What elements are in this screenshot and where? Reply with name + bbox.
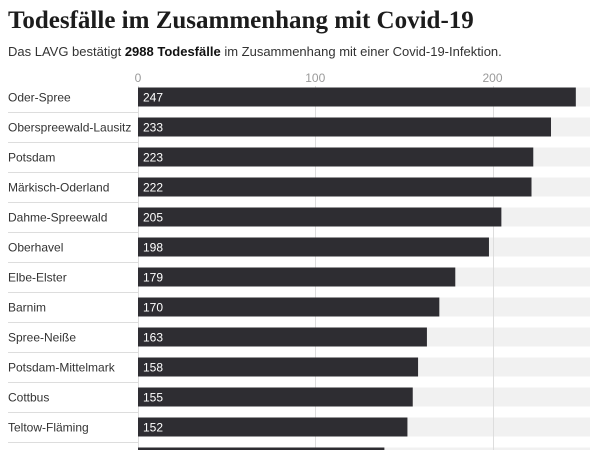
bar-13: [138, 447, 385, 450]
bar-6: [138, 237, 489, 257]
bar-4: [138, 177, 532, 197]
bar-2: [138, 117, 552, 137]
category-label-10: Potsdam-Mittelmark: [8, 360, 116, 374]
chart-subtitle: Das LAVG bestätigt 2988 Todesfälle im Zu…: [8, 44, 502, 60]
value-label-7: 179: [143, 270, 163, 284]
dividers-layer: [8, 112, 138, 443]
bar-11: [138, 387, 413, 407]
category-label-5: Dahme-Spreewald: [8, 210, 107, 224]
chart-title: Todesfälle im Zusammenhang mit Covid-19: [8, 7, 474, 34]
value-label-1: 247: [143, 90, 163, 104]
value-label-12: 152: [143, 420, 163, 434]
category-label-4: Märkisch-Oderland: [8, 180, 109, 194]
bar-1: [138, 87, 576, 107]
bar-7: [138, 267, 456, 287]
value-label-8: 170: [143, 300, 163, 314]
category-label-9: Spree-Neiße: [8, 330, 76, 344]
category-label-7: Elbe-Elster: [8, 270, 67, 284]
category-label-1: Oder-Spree: [8, 90, 71, 104]
category-label-3: Potsdam: [8, 150, 55, 164]
subtitle-text-start: Das LAVG bestätigt: [8, 44, 125, 59]
bar-chart: Oder-Spree 247 Oberspreewald-Lausitz 233 Pot…: [8, 71, 590, 450]
subtitle-text-end: im Zusammenhang mit einer Covid-19-Infek…: [220, 44, 502, 59]
subtitle-highlight: 2988 Todesfälle: [124, 44, 221, 59]
x-tick-label-0: 0: [135, 71, 142, 85]
value-label-2: 233: [143, 120, 163, 134]
bar-10: [138, 357, 419, 377]
value-label-11: 155: [143, 390, 163, 404]
bar-5: [138, 207, 502, 227]
bar-12: [138, 417, 408, 437]
category-label-2: Oberspreewald-Lausitz: [8, 120, 131, 134]
category-label-11: Cottbus: [8, 390, 49, 404]
category-label-8: Barnim: [8, 300, 46, 314]
category-label-12: Teltow-Fläming: [8, 420, 89, 434]
x-tick-label-100: 100: [305, 71, 325, 85]
bar-3: [138, 147, 534, 167]
category-label-6: Oberhavel: [8, 240, 63, 254]
bar-9: [138, 327, 427, 347]
value-label-4: 222: [143, 180, 163, 194]
value-label-6: 198: [143, 240, 163, 254]
bar-8: [138, 297, 440, 317]
value-label-5: 205: [143, 210, 163, 224]
value-label-10: 158: [143, 360, 163, 374]
labels-layer: Oder-Spree 247 Oberspreewald-Lausitz 233 Pot…: [8, 71, 503, 434]
bars-layer: [138, 87, 576, 450]
value-label-3: 223: [143, 150, 163, 164]
x-tick-label-200: 200: [482, 71, 502, 85]
value-label-9: 163: [143, 330, 163, 344]
